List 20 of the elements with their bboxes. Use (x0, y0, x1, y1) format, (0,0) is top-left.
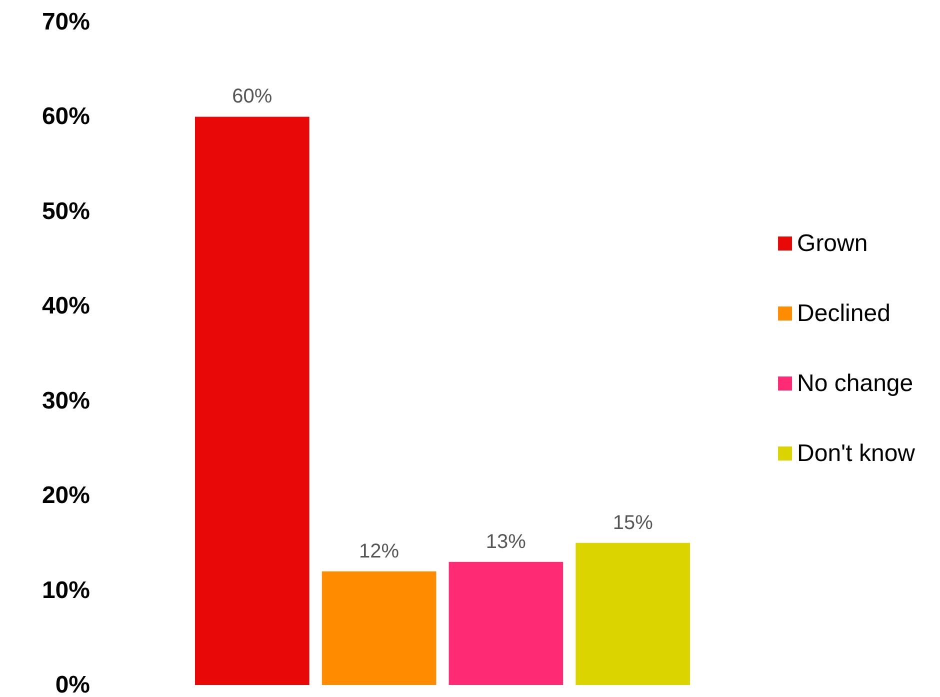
legend-label: Don't know (797, 440, 916, 467)
data-label: 13% (486, 530, 526, 553)
y-tick-label: 40% (42, 292, 90, 320)
data-label: 60% (232, 86, 272, 108)
legend-label: Declined (797, 300, 890, 327)
bar (448, 562, 564, 685)
legend-label: Grown (797, 230, 868, 257)
y-tick-label: 20% (42, 482, 90, 510)
data-label: 15% (612, 512, 654, 534)
data-label: 12% (359, 540, 400, 562)
y-tick-label: 30% (42, 387, 90, 414)
bar (322, 571, 436, 685)
y-tick-label: 0% (55, 672, 90, 697)
y-tick-label: 60% (42, 103, 90, 130)
y-tick-label: 50% (42, 198, 90, 225)
y-tick-label: 10% (42, 576, 90, 604)
y-tick-label: 70% (42, 8, 90, 36)
legend-label: No change (797, 370, 914, 397)
bar (576, 542, 690, 685)
bar (195, 116, 310, 685)
